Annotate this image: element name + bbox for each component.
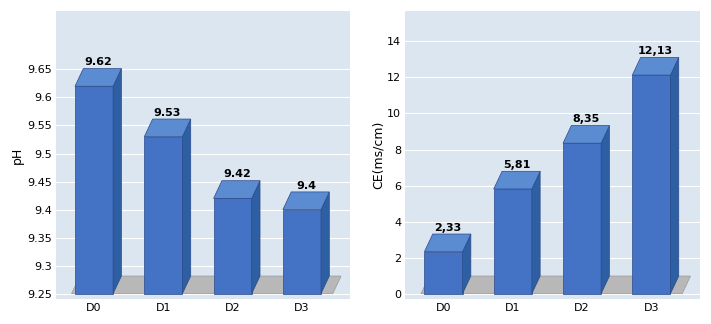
Polygon shape: [493, 189, 532, 294]
Polygon shape: [144, 119, 191, 137]
Polygon shape: [463, 234, 471, 294]
Polygon shape: [632, 75, 670, 294]
Polygon shape: [213, 181, 260, 198]
Polygon shape: [144, 137, 183, 294]
Polygon shape: [113, 69, 122, 294]
Polygon shape: [75, 86, 113, 294]
Polygon shape: [283, 210, 321, 294]
Polygon shape: [632, 57, 679, 75]
Polygon shape: [424, 252, 463, 294]
Y-axis label: CE(ms/cm): CE(ms/cm): [371, 121, 384, 189]
Polygon shape: [213, 198, 252, 294]
Polygon shape: [72, 276, 341, 294]
Polygon shape: [421, 276, 690, 294]
Text: 12,13: 12,13: [638, 46, 673, 56]
Polygon shape: [75, 69, 122, 86]
Polygon shape: [493, 171, 540, 189]
Polygon shape: [283, 192, 329, 210]
Text: 5,81: 5,81: [503, 160, 530, 170]
Polygon shape: [532, 171, 540, 294]
Text: 9.53: 9.53: [154, 108, 181, 118]
Polygon shape: [183, 119, 191, 294]
Polygon shape: [563, 143, 601, 294]
Text: 2,33: 2,33: [434, 223, 461, 233]
Polygon shape: [670, 57, 679, 294]
Text: 9.4: 9.4: [296, 181, 316, 191]
Polygon shape: [424, 234, 471, 252]
Polygon shape: [563, 125, 609, 143]
Text: 8,35: 8,35: [572, 114, 600, 124]
Text: 9.62: 9.62: [85, 57, 112, 67]
Y-axis label: pH: pH: [11, 146, 24, 164]
Polygon shape: [252, 181, 260, 294]
Text: 9.42: 9.42: [223, 169, 251, 179]
Polygon shape: [321, 192, 329, 294]
Polygon shape: [601, 125, 609, 294]
